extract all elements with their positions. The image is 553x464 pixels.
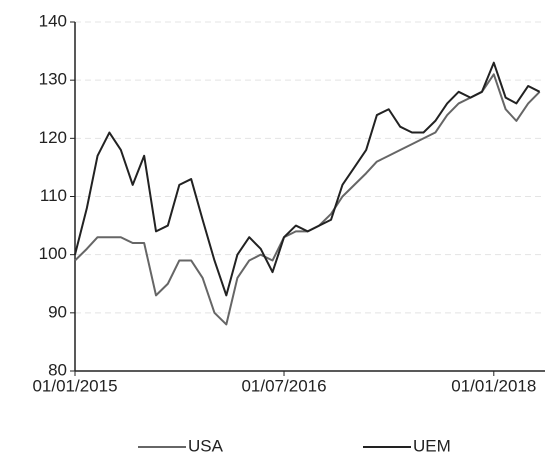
x-tick-label: 01/07/2016 — [241, 376, 326, 395]
y-tick-label: 80 — [48, 360, 67, 379]
y-tick-label: 90 — [48, 302, 67, 321]
legend-label: USA — [188, 436, 224, 455]
series-line — [74, 73, 541, 326]
x-tick-label: 01/01/2015 — [32, 376, 117, 395]
y-tick-label: 120 — [39, 128, 67, 147]
y-tick-label: 100 — [39, 244, 67, 263]
y-tick-label: 130 — [39, 70, 67, 89]
y-tick-label: 110 — [40, 186, 67, 205]
series-line — [74, 61, 541, 297]
legend-label: UEM — [413, 436, 451, 455]
y-tick-label: 140 — [39, 11, 67, 30]
x-tick-label: 01/01/2018 — [451, 376, 536, 395]
